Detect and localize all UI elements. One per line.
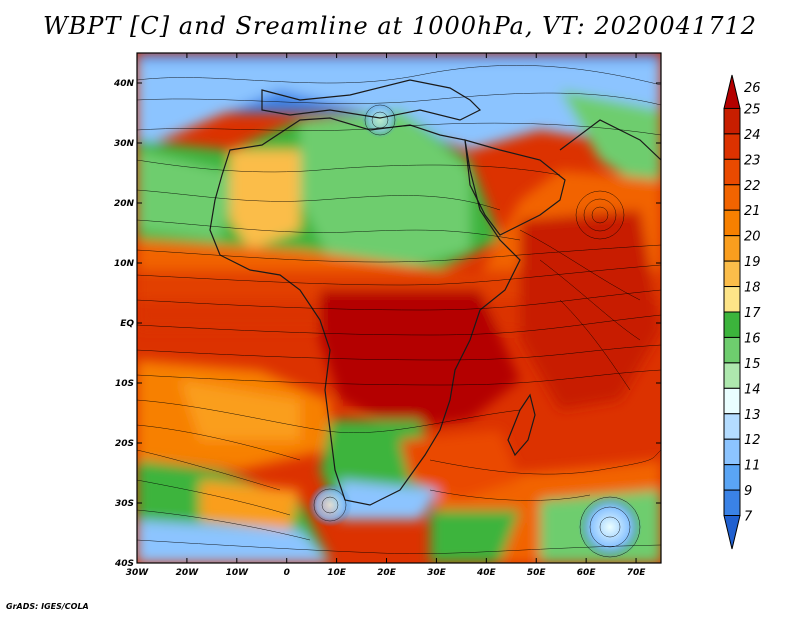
- lat-label: 40N: [113, 79, 135, 89]
- lon-label: 50E: [527, 568, 547, 578]
- colorbar-label: 20: [744, 230, 761, 245]
- lat-label: 30N: [114, 139, 135, 149]
- colorbar-label: 16: [744, 331, 761, 346]
- colorbar-label: 14: [744, 382, 761, 397]
- lon-label: 60E: [577, 568, 597, 578]
- lat-label: 40S: [114, 559, 134, 569]
- colorbar-label: 17: [744, 306, 761, 321]
- colorbar-label: 9: [744, 484, 752, 499]
- colorbar-label: 23: [744, 153, 761, 168]
- colorbar-swatch: [723, 311, 741, 338]
- lon-label: 30W: [126, 568, 150, 578]
- colorbar-label: 21: [744, 204, 761, 219]
- colorbar-label: 13: [744, 408, 761, 423]
- lon-label: 10E: [327, 568, 347, 578]
- lat-label: EQ: [120, 319, 134, 329]
- colorbar-swatch: [723, 438, 741, 466]
- map-title: WBPT [C] and Sreamline at 1000hPa, VT: 2…: [42, 12, 758, 40]
- lat-label: 10N: [114, 259, 135, 269]
- colorbar-swatch: [723, 158, 741, 186]
- colorbar-label: 15: [744, 357, 761, 372]
- temperature-field: [137, 53, 661, 563]
- colorbar-label: 25: [744, 102, 761, 117]
- longitude-labels: 30W 20W 10W 0 10E 20E 30E 40E 50E 60E 70E: [126, 568, 646, 578]
- colorbar-label: 22: [744, 179, 761, 194]
- colorbar-swatch: [723, 133, 741, 160]
- colorbar-swatch: [723, 413, 741, 440]
- lon-label: 0: [284, 568, 290, 578]
- colorbar-swatch: [723, 260, 741, 288]
- plot-frame: [136, 52, 662, 564]
- colorbar-swatch: [723, 336, 741, 364]
- lon-label: 20W: [176, 568, 200, 578]
- colorbar-label: 11: [744, 459, 761, 474]
- colorbar-swatch: [723, 209, 741, 237]
- colorbar-swatch: [723, 107, 741, 135]
- lat-label: 10S: [115, 379, 134, 389]
- colorbar-label: 18: [744, 281, 761, 296]
- lon-label: 30E: [427, 568, 447, 578]
- lon-label: 10W: [226, 568, 250, 578]
- colorbar-swatch: [723, 489, 741, 517]
- colorbar-label: 19: [744, 255, 761, 270]
- streamlines: [137, 65, 661, 558]
- lon-label: 70E: [627, 568, 647, 578]
- lat-label: 30S: [115, 499, 134, 509]
- lon-label: 40E: [476, 568, 497, 578]
- credit-text: GrADS: IGES/COLA: [6, 602, 89, 611]
- coastlines: [209, 79, 661, 506]
- colorbar-swatch: [723, 464, 741, 491]
- colorbar-label: 26: [744, 81, 761, 96]
- colorbar-swatch: [723, 184, 741, 211]
- colorbar-label: 24: [744, 128, 761, 143]
- colorbar-label: 12: [744, 433, 761, 448]
- colorbar-swatch: [723, 235, 741, 262]
- colorbar-swatch: [723, 74, 741, 109]
- colorbar-label: 7: [744, 510, 753, 525]
- colorbar-swatch: [723, 515, 741, 550]
- colorbar-swatch: [723, 362, 741, 389]
- latitude-labels: 40N 30N 20N 10N EQ 10S 20S 30S 40S: [113, 79, 135, 569]
- colorbar: 26 25 24 23 22 21 20 19 18 17 16 15 14 13 12 11 9 7: [723, 74, 761, 550]
- colorbar-swatch: [723, 286, 741, 313]
- axis-ticks: [136, 53, 661, 564]
- colorbar-swatch: [723, 387, 741, 415]
- lon-label: 20E: [377, 568, 397, 578]
- lat-label: 20S: [115, 439, 134, 449]
- lat-label: 20N: [114, 199, 135, 209]
